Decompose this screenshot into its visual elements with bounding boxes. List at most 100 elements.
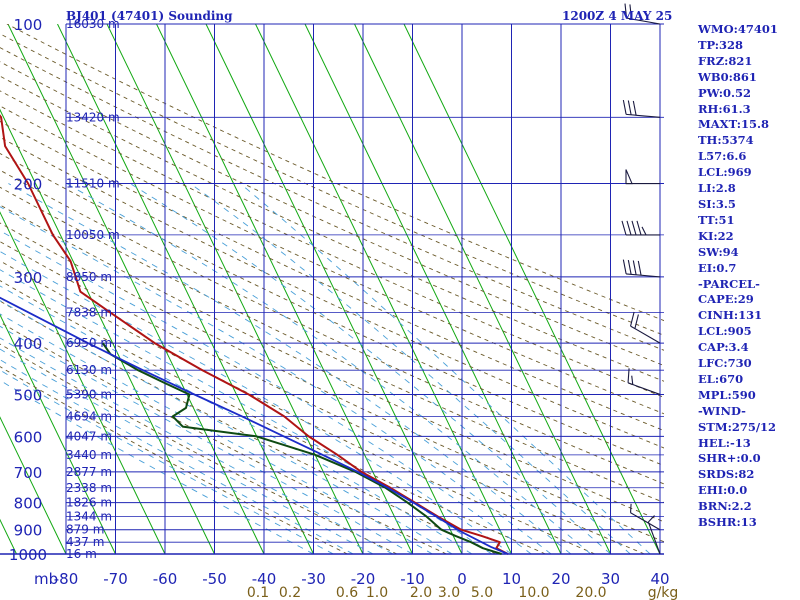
stat-item: CINH:131 [698,308,763,323]
pressure-tick-label: 200 [14,176,43,194]
stat-item: -WIND- [698,403,746,418]
pressure-tick-label: 300 [14,269,43,287]
temperature-tick-label: 20 [551,570,570,588]
height-label: 4047 m [66,429,112,443]
wind-barb [621,220,660,236]
wind-barb [647,515,661,555]
sounding-time: 1200Z 4 MAY 25 [562,9,672,23]
stat-item: PW:0.52 [698,85,752,100]
dry-adiabat-line [0,33,664,336]
pressure-tick-label: 400 [14,335,43,353]
stat-item: WB0:861 [698,69,757,84]
stat-item: TH:5374 [698,133,754,148]
dry-adiabat-line [0,105,664,415]
height-label: 1344 m [66,510,112,524]
pressure-axis-label: mb [34,570,58,588]
dry-adiabat-line [0,169,664,485]
wind-barb [625,169,660,185]
stat-item: STM:275/12 [698,419,777,434]
moist-adiabat-line [66,183,591,555]
stat-item: LI:2.8 [698,181,736,196]
height-label: 10050 m [66,228,120,242]
height-label: 7838 m [66,305,112,319]
height-label: 1826 m [66,496,112,510]
height-label: 16030 m [66,17,120,31]
pressure-tick-label: 500 [14,386,43,404]
stat-item: BSHR:13 [698,515,757,530]
mixing-ratio-label: g/kg [648,585,679,600]
isotherm-line [106,24,364,555]
mixing-ratio-label: 0.6 [336,585,358,600]
moist-adiabat-line [0,369,334,555]
sounding-profiles [0,114,509,555]
wind-barb [622,259,661,278]
stat-item: TP:328 [698,37,744,52]
stat-item: SI:3.5 [698,196,736,211]
stat-item: -PARCEL- [698,276,760,291]
isotherm-line [255,24,512,555]
dry-adiabat-line [0,61,664,367]
stat-item: HEL:-13 [698,435,751,450]
station-title: BJ401 (47401) Sounding [66,9,233,23]
temperature-tick-label: -70 [103,570,128,588]
height-label: 16 m [66,547,97,561]
stat-item: SRDS:82 [698,467,755,482]
pressure-tick-label: 700 [14,464,43,482]
mixing-ratio-label: 2.0 [410,585,432,600]
stat-item: MPL:590 [698,387,756,402]
moist-adiabat-line [0,206,552,555]
mixing-ratio-label: 3.0 [438,585,460,600]
moist-adiabat-line [129,183,611,555]
isotherm-line [354,24,611,555]
isotherm-line [156,24,413,555]
isotherm-line [57,24,314,555]
temperature-tick-label: 10 [502,570,521,588]
moist-adiabat-line [0,300,453,555]
stat-item: EL:670 [698,371,744,386]
pressure-temperature-grid [0,23,664,555]
mixing-ratio-label: 5.0 [471,585,493,600]
stat-item: BRN:2.2 [698,499,752,514]
height-label: 11510 m [66,177,120,191]
isotherm-line [304,24,562,555]
pressure-tick-label: 800 [14,495,43,513]
dry-adiabat-line [0,186,664,504]
dry-adiabat-line [0,153,664,467]
wind-barb [622,99,661,118]
moist-adiabat-line [8,183,572,555]
isotherm-line [205,24,463,555]
temperature-tick-label: -10 [400,570,425,588]
height-label: 5390 m [66,387,112,401]
dry-adiabat-line [0,90,664,398]
wind-barb [630,311,661,344]
pressure-tick-label: 600 [14,428,43,446]
mixing-ratio-label: 0.1 [247,585,269,600]
height-label: 8850 m [66,270,112,284]
temperature-tick-label: 0 [457,570,467,588]
isotherm-line [0,313,116,555]
temperature-tick-label: -50 [202,570,227,588]
stat-item: MAXT:15.8 [698,117,769,132]
pressure-tick-label: 100 [14,16,43,34]
temperature-tick-label: 40 [650,570,669,588]
temperature-line [0,114,509,555]
stat-item: FRZ:821 [698,53,753,68]
isotherm-lines [0,24,661,555]
dry-adiabat-line [6,24,664,322]
stat-item: CAP:3.4 [698,340,749,355]
height-label: 13420 m [66,110,120,124]
isotherm-line [403,24,661,555]
height-label: 4694 m [66,409,112,423]
isotherm-line [0,416,67,555]
temperature-tick-label: -40 [252,570,277,588]
stat-item: RH:61.3 [698,101,751,116]
stat-item: L57:6.6 [698,149,747,164]
stat-item: WMO:47401 [698,22,778,36]
mixing-ratio-label: 0.2 [279,585,301,600]
temperature-tick-label: -20 [351,570,376,588]
mixing-ratio-label: 20.0 [575,585,606,600]
parcel-line [0,296,509,555]
dry-adiabat-line [0,136,664,449]
